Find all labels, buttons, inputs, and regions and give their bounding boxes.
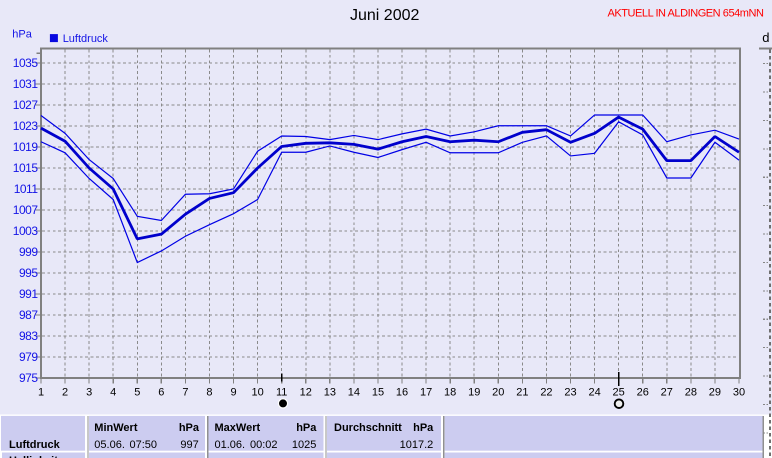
svg-text:24: 24	[588, 387, 600, 399]
svg-text:2: 2	[62, 387, 68, 399]
svg-text:9: 9	[230, 387, 236, 399]
svg-text:979: 979	[19, 350, 38, 364]
svg-text:1007: 1007	[13, 203, 39, 217]
svg-text:Luftdruck: Luftdruck	[63, 33, 109, 45]
svg-text:hPa: hPa	[296, 422, 317, 434]
svg-text:28: 28	[685, 387, 697, 399]
svg-text:997: 997	[180, 439, 198, 451]
svg-text:Juni 2002: Juni 2002	[350, 7, 419, 24]
svg-text:12: 12	[300, 387, 312, 399]
svg-text:983: 983	[19, 329, 38, 343]
svg-text:d: d	[762, 30, 769, 45]
svg-text:975: 975	[19, 371, 38, 385]
svg-text:4: 4	[110, 387, 116, 399]
svg-text:1027: 1027	[13, 98, 39, 112]
svg-text:987: 987	[19, 308, 38, 322]
svg-text:27: 27	[661, 387, 673, 399]
svg-text:1035: 1035	[13, 56, 39, 70]
svg-text:1015: 1015	[13, 161, 39, 175]
svg-text:18: 18	[444, 387, 456, 399]
svg-text:6: 6	[158, 387, 164, 399]
svg-text:15: 15	[372, 387, 384, 399]
svg-text:Helligkeit: Helligkeit	[9, 455, 58, 458]
svg-text:21: 21	[516, 387, 528, 399]
svg-text:hPa: hPa	[12, 29, 32, 41]
svg-text:hPa: hPa	[179, 422, 200, 434]
svg-text:16: 16	[396, 387, 408, 399]
svg-text:991: 991	[19, 287, 38, 301]
svg-text:1025: 1025	[292, 439, 316, 451]
svg-text:14: 14	[348, 387, 360, 399]
svg-text:Luftdruck: Luftdruck	[9, 439, 61, 451]
svg-text:29: 29	[709, 387, 721, 399]
svg-text:1: 1	[38, 387, 44, 399]
svg-text:13: 13	[324, 387, 336, 399]
svg-text:01.06.: 01.06.	[215, 439, 246, 451]
svg-text:07:50: 07:50	[130, 439, 158, 451]
svg-text:1017.2: 1017.2	[400, 439, 434, 451]
svg-text:20: 20	[492, 387, 504, 399]
svg-text:995: 995	[19, 266, 38, 280]
svg-text:1019: 1019	[13, 140, 39, 154]
svg-text:3: 3	[86, 387, 92, 399]
svg-text:1011: 1011	[14, 182, 39, 196]
svg-text:17: 17	[420, 387, 432, 399]
svg-text:1031: 1031	[13, 77, 39, 91]
svg-text:7: 7	[182, 387, 188, 399]
svg-text:19: 19	[468, 387, 480, 399]
svg-text:22: 22	[540, 387, 552, 399]
svg-text:30: 30	[733, 387, 745, 399]
svg-text:00:02: 00:02	[250, 439, 278, 451]
svg-text:05.06.: 05.06.	[94, 439, 125, 451]
svg-text:Durchschnitt: Durchschnitt	[334, 422, 402, 434]
svg-text:MinWert: MinWert	[94, 422, 138, 434]
svg-text:AKTUELL IN ALDINGEN 654mNN: AKTUELL IN ALDINGEN 654mNN	[607, 8, 764, 20]
svg-text:1003: 1003	[13, 224, 39, 238]
svg-text:26: 26	[637, 387, 649, 399]
svg-text:10: 10	[251, 387, 263, 399]
svg-text:hPa: hPa	[413, 422, 434, 434]
svg-text:999: 999	[19, 245, 38, 259]
svg-text:5: 5	[134, 387, 140, 399]
svg-text:8: 8	[206, 387, 212, 399]
svg-text:11: 11	[276, 387, 287, 399]
svg-text:MaxWert: MaxWert	[215, 422, 261, 434]
svg-text:23: 23	[564, 387, 576, 399]
svg-text:25: 25	[613, 387, 625, 399]
svg-text:1023: 1023	[13, 119, 39, 133]
